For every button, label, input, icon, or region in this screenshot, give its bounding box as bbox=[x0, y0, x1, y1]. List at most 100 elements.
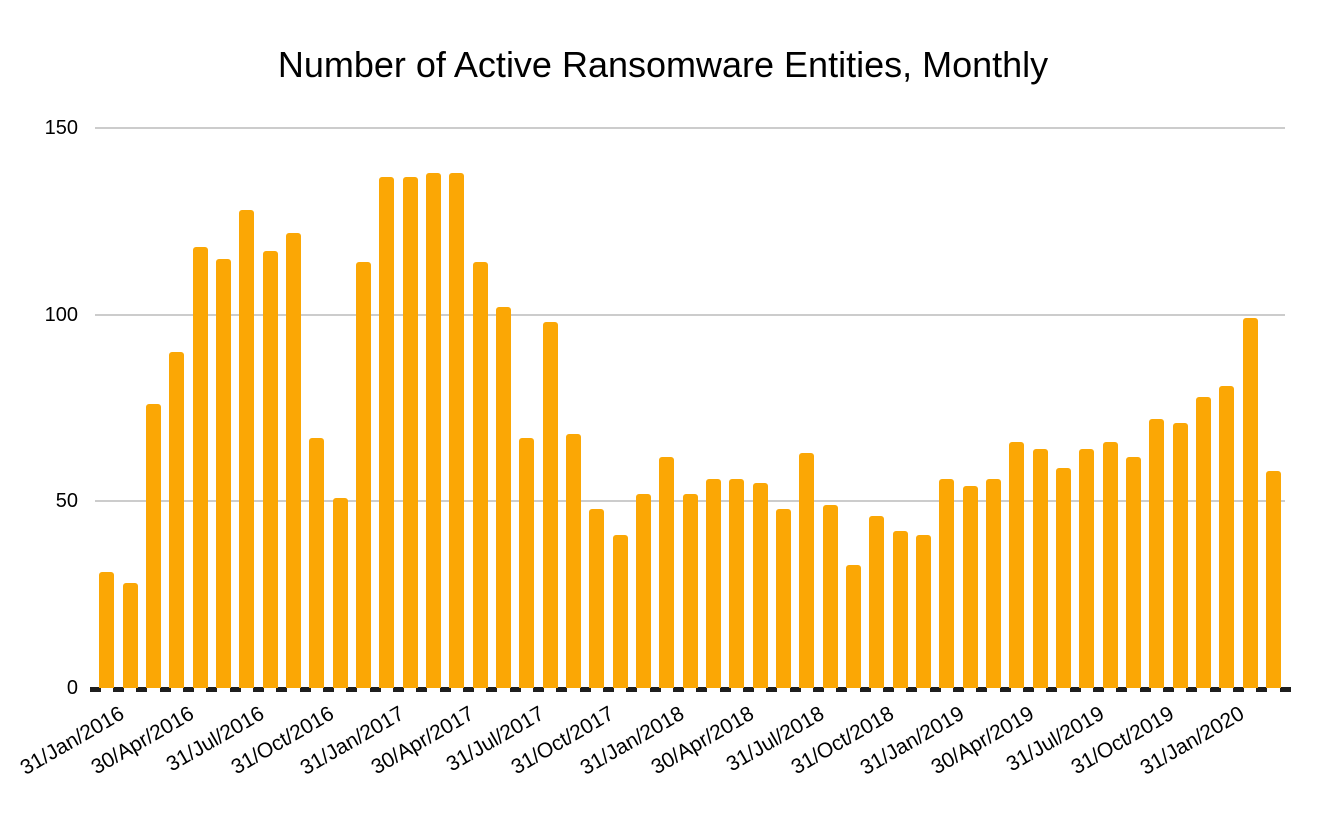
bar-31/Aug/2016 bbox=[262, 251, 278, 688]
x-axis-tick bbox=[206, 687, 218, 692]
bar-31/Oct/2019 bbox=[1149, 419, 1165, 688]
bar-31/May/2016 bbox=[192, 247, 208, 688]
bar-31/Mar/2018 bbox=[705, 478, 721, 688]
bar-31/Mar/2016 bbox=[145, 404, 161, 688]
x-axis-tick bbox=[1256, 687, 1268, 692]
x-axis-tick bbox=[136, 687, 148, 692]
x-axis-tick bbox=[766, 687, 778, 692]
x-axis-tick bbox=[1022, 687, 1034, 692]
bar-30/Nov/2018 bbox=[892, 531, 908, 688]
x-axis-tick bbox=[416, 687, 428, 692]
x-axis-tick bbox=[462, 687, 474, 692]
bar-31/Mar/2017 bbox=[425, 172, 441, 688]
bar-31/Oct/2018 bbox=[869, 516, 885, 688]
y-axis-label-50: 50 bbox=[55, 490, 78, 513]
bar-31/Dec/2017 bbox=[635, 493, 651, 688]
x-axis-tick bbox=[369, 687, 381, 692]
x-axis-tick bbox=[1116, 687, 1128, 692]
bar-30/Apr/2017 bbox=[449, 172, 465, 688]
x-axis-tick bbox=[1232, 687, 1244, 692]
x-axis-tick bbox=[579, 687, 591, 692]
y-axis-label-100: 100 bbox=[44, 303, 78, 326]
x-axis-tick bbox=[836, 687, 848, 692]
bar-30/Nov/2017 bbox=[612, 534, 628, 688]
bar-30/Jun/2017 bbox=[495, 307, 511, 688]
bar-28/Feb/2019 bbox=[962, 486, 978, 688]
bar-31/Jan/2020 bbox=[1219, 385, 1235, 688]
bar-31/Aug/2017 bbox=[542, 322, 558, 688]
x-axis-tick bbox=[439, 687, 451, 692]
bar-31/Mar/2019 bbox=[985, 478, 1001, 688]
x-axis-tick bbox=[229, 687, 241, 692]
x-axis-tick bbox=[719, 687, 731, 692]
x-axis-tick bbox=[602, 687, 614, 692]
bar-30/Jun/2016 bbox=[215, 258, 231, 688]
x-axis-tick bbox=[322, 687, 334, 692]
x-axis-tick bbox=[696, 687, 708, 692]
bar-31/Oct/2017 bbox=[589, 508, 605, 688]
bar-30/Nov/2016 bbox=[332, 497, 348, 688]
x-axis-tick bbox=[929, 687, 941, 692]
y-axis-label-150: 150 bbox=[44, 117, 78, 139]
x-axis-tick bbox=[672, 687, 684, 692]
x-axis-tick bbox=[649, 687, 661, 692]
bar-30/Nov/2019 bbox=[1172, 422, 1188, 688]
x-axis-tick bbox=[299, 687, 311, 692]
x-axis-tick bbox=[999, 687, 1011, 692]
x-axis-tick bbox=[112, 687, 124, 692]
bar-31/Jan/2019 bbox=[939, 478, 955, 688]
x-axis-tick bbox=[1046, 687, 1058, 692]
x-axis-tick bbox=[742, 687, 754, 692]
bar-31/May/2018 bbox=[752, 482, 768, 688]
x-axis-tick bbox=[346, 687, 358, 692]
bar-31/Jul/2018 bbox=[799, 452, 815, 688]
bar-30/Sep/2018 bbox=[845, 564, 861, 688]
bar-31/May/2017 bbox=[472, 262, 488, 688]
bar-31/Aug/2019 bbox=[1102, 441, 1118, 688]
y-gridline-100 bbox=[95, 313, 1285, 316]
y-axis-label-0: 0 bbox=[66, 677, 78, 699]
bar-28/Feb/2018 bbox=[682, 493, 698, 688]
bar-30/Apr/2018 bbox=[729, 478, 745, 688]
x-axis-tick bbox=[392, 687, 404, 692]
bar-31/Jul/2017 bbox=[519, 437, 535, 688]
bar-31/Jul/2016 bbox=[239, 210, 255, 688]
x-axis-tick bbox=[1162, 687, 1174, 692]
x-axis-tick bbox=[1092, 687, 1104, 692]
bar-31/Dec/2016 bbox=[355, 262, 371, 688]
x-axis-tick bbox=[882, 687, 894, 692]
bar-30/Sep/2019 bbox=[1125, 456, 1141, 688]
bar-31/Dec/2019 bbox=[1195, 396, 1211, 688]
bar-31/Oct/2016 bbox=[309, 437, 325, 688]
bar-31/Jul/2019 bbox=[1079, 449, 1095, 688]
bar-31/Aug/2018 bbox=[822, 505, 838, 688]
x-axis-tick bbox=[252, 687, 264, 692]
bar-31/Mar/2020 bbox=[1265, 471, 1281, 688]
x-axis-tick bbox=[952, 687, 964, 692]
x-axis-tick bbox=[812, 687, 824, 692]
bar-28/Feb/2017 bbox=[402, 176, 418, 688]
x-axis-tick bbox=[1069, 687, 1081, 692]
bar-31/Dec/2018 bbox=[915, 534, 931, 688]
x-axis-tick bbox=[1186, 687, 1198, 692]
bar-29/Feb/2016 bbox=[122, 583, 138, 688]
y-gridline-150 bbox=[95, 127, 1285, 129]
bar-31/Jan/2018 bbox=[659, 456, 675, 688]
bar-30/Jun/2018 bbox=[775, 508, 791, 688]
x-axis-tick bbox=[1209, 687, 1221, 692]
x-axis-tick bbox=[1139, 687, 1151, 692]
bar-31/Jan/2017 bbox=[379, 176, 395, 688]
bar-30/Jun/2019 bbox=[1055, 467, 1071, 688]
bar-31/Jan/2016 bbox=[99, 572, 115, 688]
x-axis-tick bbox=[906, 687, 918, 692]
x-axis-tick bbox=[789, 687, 801, 692]
x-axis-tick bbox=[859, 687, 871, 692]
bar-30/Sep/2016 bbox=[285, 232, 301, 688]
x-axis-tick bbox=[626, 687, 638, 692]
bar-30/Apr/2019 bbox=[1009, 441, 1025, 688]
x-axis-tick bbox=[509, 687, 521, 692]
x-axis-tick bbox=[159, 687, 171, 692]
bar-31/May/2019 bbox=[1032, 449, 1048, 688]
bar-29/Feb/2020 bbox=[1242, 318, 1258, 688]
